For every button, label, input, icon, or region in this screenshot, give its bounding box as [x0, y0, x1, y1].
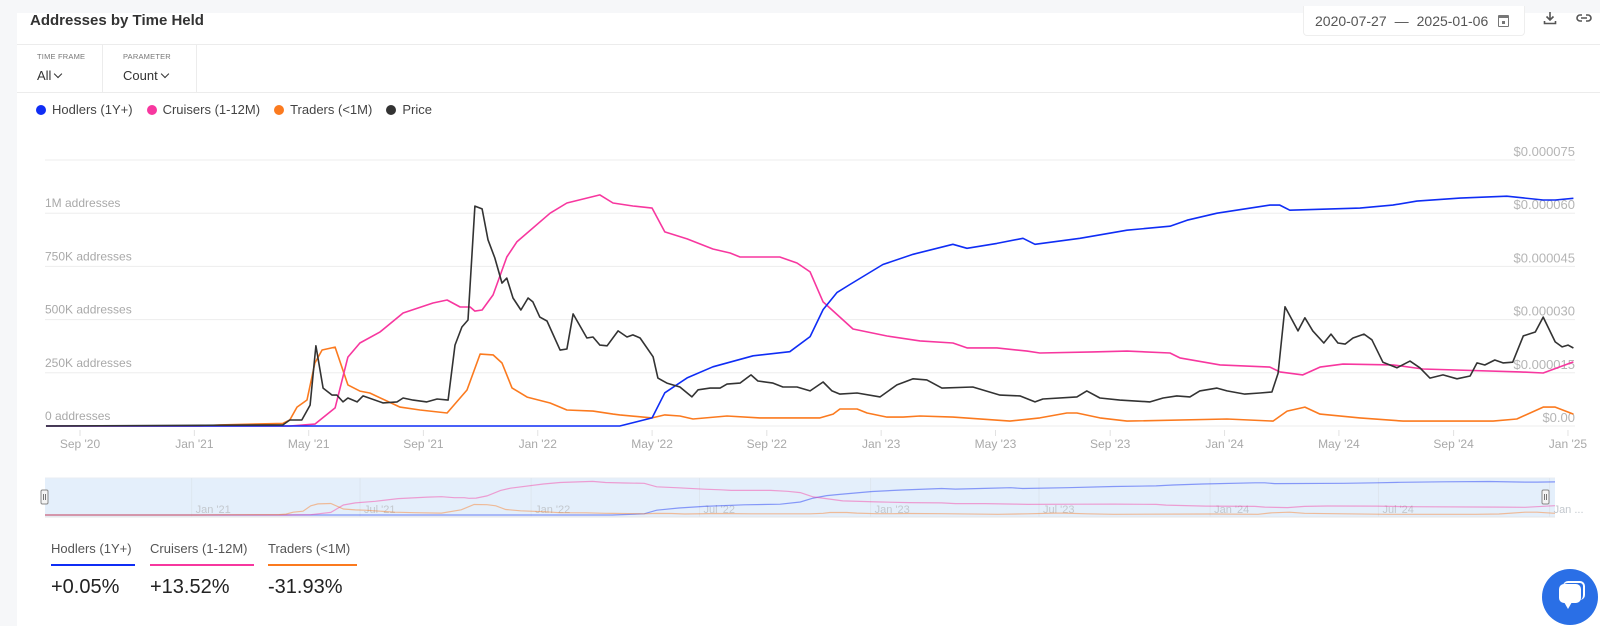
stat-underline	[268, 564, 357, 566]
date-separator: —	[1394, 12, 1409, 29]
stat-value: -31.93%	[268, 576, 343, 598]
calendar-icon[interactable]	[1498, 14, 1510, 27]
date-range-picker[interactable]: 2020-07-27 — 2025-01-06	[1303, 6, 1525, 36]
legend-dot-icon	[146, 104, 157, 115]
chat-bubble-icon	[1559, 584, 1581, 609]
legend-label: Hodlers (1Y+)	[52, 102, 133, 117]
download-button[interactable]	[1540, 10, 1560, 30]
divider	[17, 44, 1600, 45]
stat-underline	[51, 564, 135, 566]
date-from[interactable]: 2020-07-27	[1315, 12, 1387, 29]
legend-label: Traders (<1M)	[290, 102, 373, 117]
legend-label: Price	[402, 102, 432, 117]
divider	[17, 92, 1600, 93]
parameter-value: Count	[123, 68, 158, 83]
stat-hodlers: Hodlers (1Y+) +0.05%	[51, 541, 135, 599]
stat-label: Traders (<1M)	[268, 541, 351, 556]
stat-underline	[150, 564, 254, 566]
time-frame-value: All	[37, 68, 52, 83]
parameter-select[interactable]: Count	[123, 68, 196, 83]
filter-label: PARAMETER	[123, 52, 171, 61]
legend-item-price[interactable]: Price	[386, 102, 432, 117]
stat-traders: Traders (<1M) -31.93%	[268, 541, 357, 599]
legend-item-hodlers[interactable]: Hodlers (1Y+)	[36, 102, 133, 117]
copy-link-button[interactable]	[1574, 10, 1594, 30]
download-icon	[1543, 12, 1557, 25]
legend-label: Cruisers (1-12M)	[162, 102, 261, 117]
filter-label: TIME FRAME	[37, 52, 86, 61]
link-icon	[1576, 14, 1592, 22]
stat-value: +0.05%	[51, 576, 120, 598]
stat-value: +13.52%	[150, 576, 230, 598]
stat-cruisers: Cruisers (1-12M) +13.52%	[150, 541, 254, 599]
page-title: Addresses by Time Held	[30, 12, 204, 29]
stat-label: Hodlers (1Y+)	[51, 541, 132, 556]
parameter-filter[interactable]: PARAMETER Count	[103, 45, 197, 92]
stat-label: Cruisers (1-12M)	[150, 541, 248, 556]
chat-button[interactable]	[1542, 569, 1598, 625]
legend-item-traders[interactable]: Traders (<1M)	[274, 102, 372, 117]
legend-item-cruisers[interactable]: Cruisers (1-12M)	[146, 102, 261, 117]
chevron-down-icon	[54, 69, 63, 79]
date-to[interactable]: 2025-01-06	[1416, 12, 1489, 29]
chevron-down-icon	[160, 69, 169, 79]
time-frame-select[interactable]: All	[37, 68, 102, 83]
legend-dot-icon	[36, 104, 46, 115]
time-frame-filter[interactable]: TIME FRAME All	[17, 45, 103, 92]
chat-icon	[1563, 581, 1585, 600]
chart-legend: Hodlers (1Y+) Cruisers (1-12M) Traders (…	[36, 102, 432, 117]
legend-dot-icon	[274, 104, 285, 115]
legend-dot-icon	[386, 104, 397, 115]
